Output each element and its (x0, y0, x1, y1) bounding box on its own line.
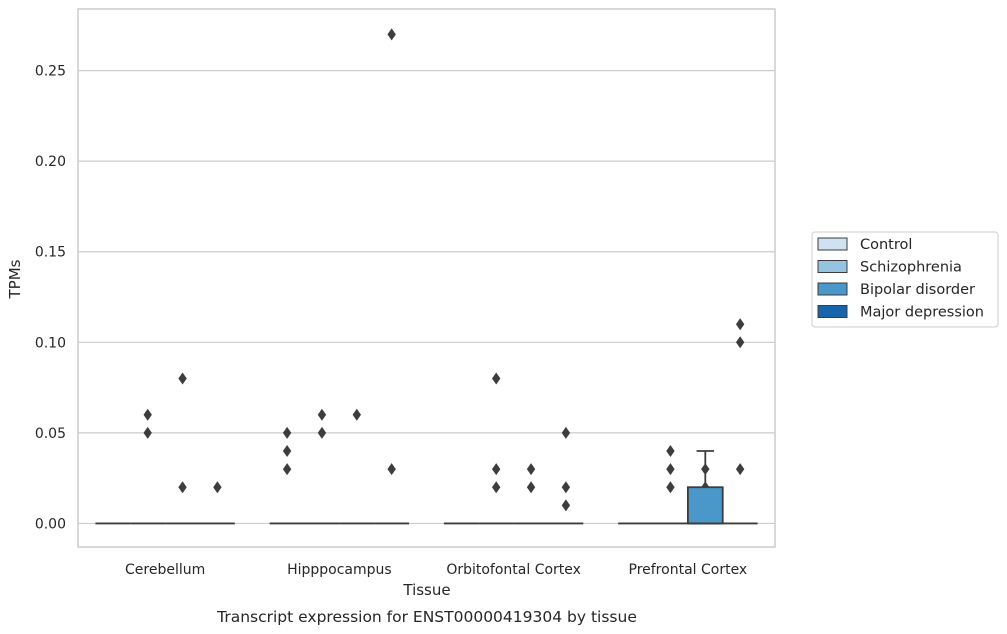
outlier-point (352, 408, 361, 421)
outlier-point (666, 444, 675, 457)
x-tick-label: Cerebellum (125, 562, 205, 578)
outlier-point (492, 372, 501, 385)
legend: Control Schizophrenia Bipolar disorder Majo… (811, 231, 999, 328)
legend-label: Major depression (860, 305, 984, 321)
y-tick-label: 0.20 (35, 154, 66, 170)
chart-caption: Transcript expression for ENST0000041930… (216, 608, 637, 626)
legend-swatch (817, 260, 848, 273)
outlier-point (213, 481, 222, 494)
x-tick-label: Hipppocampus (287, 562, 392, 578)
y-tick-label: 0.00 (35, 516, 66, 532)
outlier-point (178, 372, 187, 385)
legend-label: Schizophrenia (860, 260, 962, 276)
x-axis-label: Tissue (402, 581, 450, 599)
legend-label: Control (860, 237, 912, 253)
outlier-point (526, 463, 536, 476)
box (686, 486, 724, 525)
outlier-point (492, 463, 501, 476)
outlier-point (561, 426, 571, 439)
outlier-point (143, 426, 152, 439)
outlier-point (282, 426, 292, 439)
outlier-point (666, 463, 675, 476)
outlier-point (561, 481, 571, 494)
y-tick-label: 0.05 (35, 426, 66, 442)
outlier-point (317, 426, 327, 439)
y-tick-label: 0.25 (35, 64, 66, 80)
outlier-point (666, 481, 675, 494)
y-tick-label: 0.10 (35, 335, 66, 351)
outlier-point (526, 481, 536, 494)
outlier-point (735, 336, 745, 349)
x-tick-label: Orbitofontal Cortex (446, 562, 581, 578)
outlier-point (561, 499, 571, 512)
outlier-point (492, 481, 501, 494)
outlier-point (282, 463, 292, 476)
plot-frame (77, 8, 776, 548)
outlier-point (317, 408, 327, 421)
legend-label: Bipolar disorder (860, 282, 975, 298)
legend-swatch (817, 305, 848, 318)
y-tick-label: 0.15 (35, 245, 66, 261)
legend-frame (811, 231, 999, 328)
legend-swatch (817, 282, 848, 296)
x-tick-label: Prefrontal Cortex (629, 562, 748, 578)
outlier-point (178, 481, 187, 494)
legend-swatch (817, 237, 848, 251)
y-axis-label: TPMs (6, 259, 24, 299)
outlier-point (735, 463, 745, 476)
outlier-point (143, 408, 152, 421)
outlier-point (735, 318, 745, 331)
outlier-point (387, 28, 396, 41)
outlier-point (282, 444, 292, 457)
plot-area: 0.00 0.05 0.10 0.15 0.20 0.25 Cerebellum Hipppo… (35, 8, 776, 578)
outlier-point (387, 463, 396, 476)
